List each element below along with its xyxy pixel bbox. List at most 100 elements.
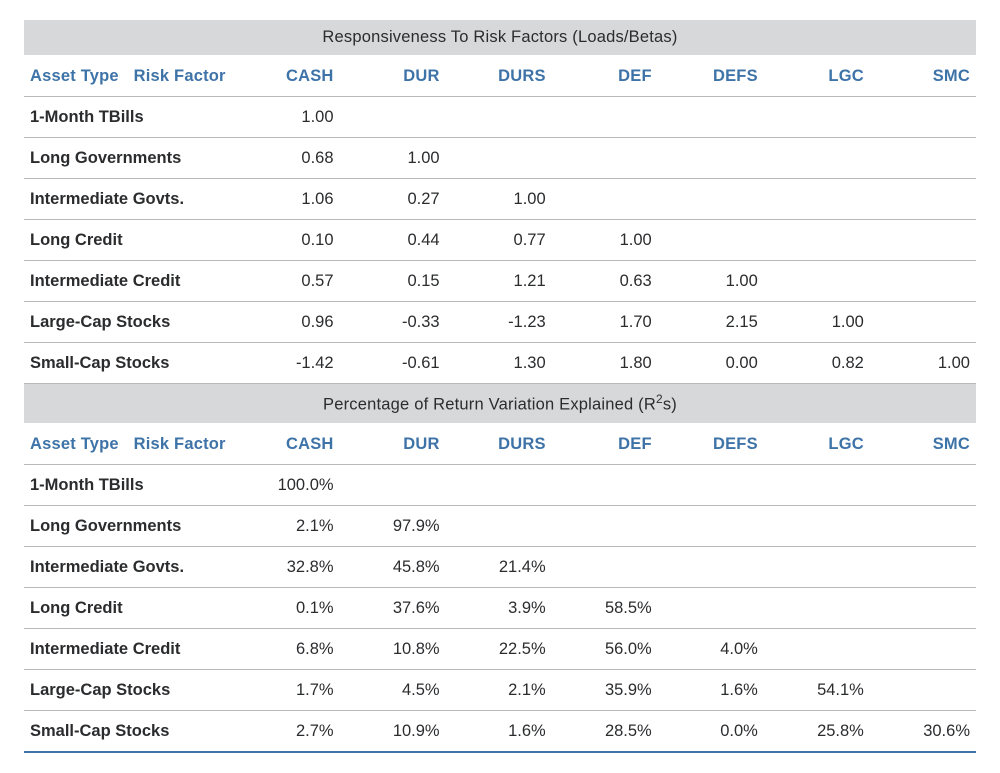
row-label: Intermediate Credit bbox=[24, 628, 233, 669]
cell: 0.15 bbox=[340, 261, 446, 302]
row-label: Intermediate Govts. bbox=[24, 179, 233, 220]
cell bbox=[870, 97, 976, 138]
cell: 4.0% bbox=[658, 628, 764, 669]
cell bbox=[764, 179, 870, 220]
cell bbox=[764, 138, 870, 179]
table-row: Long Credit 0.10 0.44 0.77 1.00 bbox=[24, 220, 976, 261]
asset-type-label: Asset Type bbox=[30, 435, 119, 453]
cell: 25.8% bbox=[764, 710, 870, 752]
cell: 1.06 bbox=[233, 179, 339, 220]
cell: 0.27 bbox=[340, 179, 446, 220]
cell bbox=[446, 464, 552, 505]
cell: -0.33 bbox=[340, 302, 446, 343]
col-asset-type: Asset Type Risk Factor bbox=[24, 55, 233, 97]
table-row: Intermediate Credit 0.57 0.15 1.21 0.63 … bbox=[24, 261, 976, 302]
cell: -0.61 bbox=[340, 343, 446, 384]
col-def: DEF bbox=[552, 423, 658, 465]
section2-title-post: s) bbox=[663, 396, 677, 414]
cell: 1.80 bbox=[552, 343, 658, 384]
row-label: Small-Cap Stocks bbox=[24, 343, 233, 384]
table-row: Intermediate Govts. 1.06 0.27 1.00 bbox=[24, 179, 976, 220]
row-label: Long Governments bbox=[24, 505, 233, 546]
cell bbox=[870, 138, 976, 179]
cell: 35.9% bbox=[552, 669, 658, 710]
cell bbox=[552, 464, 658, 505]
cell: 54.1% bbox=[764, 669, 870, 710]
cell bbox=[658, 220, 764, 261]
table-row: Long Credit 0.1% 37.6% 3.9% 58.5% bbox=[24, 587, 976, 628]
cell: 1.6% bbox=[658, 669, 764, 710]
cell: 32.8% bbox=[233, 546, 339, 587]
cell bbox=[870, 505, 976, 546]
table-row: Large-Cap Stocks 0.96 -0.33 -1.23 1.70 2… bbox=[24, 302, 976, 343]
cell bbox=[764, 505, 870, 546]
cell bbox=[764, 628, 870, 669]
cell: 45.8% bbox=[340, 546, 446, 587]
cell: 6.8% bbox=[233, 628, 339, 669]
cell bbox=[446, 138, 552, 179]
section2-title-pre: Percentage of Return Variation Explained… bbox=[323, 396, 656, 414]
cell: 100.0% bbox=[233, 464, 339, 505]
cell: 30.6% bbox=[870, 710, 976, 752]
row-label: Large-Cap Stocks bbox=[24, 669, 233, 710]
cell bbox=[870, 669, 976, 710]
section2-title-row: Percentage of Return Variation Explained… bbox=[24, 384, 976, 423]
cell: 97.9% bbox=[340, 505, 446, 546]
cell bbox=[552, 505, 658, 546]
cell: 1.00 bbox=[233, 97, 339, 138]
table-row: 1-Month TBills 100.0% bbox=[24, 464, 976, 505]
cell: 1.30 bbox=[446, 343, 552, 384]
cell: 0.96 bbox=[233, 302, 339, 343]
risk-factor-label: Risk Factor bbox=[134, 435, 226, 454]
col-dur: DUR bbox=[340, 423, 446, 465]
table-row: Small-Cap Stocks 2.7% 10.9% 1.6% 28.5% 0… bbox=[24, 710, 976, 752]
cell bbox=[764, 546, 870, 587]
cell: 58.5% bbox=[552, 587, 658, 628]
col-smc: SMC bbox=[870, 423, 976, 465]
cell: 0.57 bbox=[233, 261, 339, 302]
cell: 0.10 bbox=[233, 220, 339, 261]
row-label: 1-Month TBills bbox=[24, 97, 233, 138]
table-row: Large-Cap Stocks 1.7% 4.5% 2.1% 35.9% 1.… bbox=[24, 669, 976, 710]
cell bbox=[658, 138, 764, 179]
section2-title-sup: 2 bbox=[656, 392, 663, 406]
cell: 1.70 bbox=[552, 302, 658, 343]
table-row: Intermediate Govts. 32.8% 45.8% 21.4% bbox=[24, 546, 976, 587]
asset-type-label: Asset Type bbox=[30, 67, 119, 85]
row-label: Large-Cap Stocks bbox=[24, 302, 233, 343]
cell: 0.82 bbox=[764, 343, 870, 384]
cell: 4.5% bbox=[340, 669, 446, 710]
cell: -1.42 bbox=[233, 343, 339, 384]
factor-table: Responsiveness To Risk Factors (Loads/Be… bbox=[24, 20, 976, 753]
col-asset-type: Asset Type Risk Factor bbox=[24, 423, 233, 465]
cell: 0.1% bbox=[233, 587, 339, 628]
cell bbox=[870, 546, 976, 587]
table-row: Small-Cap Stocks -1.42 -0.61 1.30 1.80 0… bbox=[24, 343, 976, 384]
cell: 1.6% bbox=[446, 710, 552, 752]
col-def: DEF bbox=[552, 55, 658, 97]
table-row: Long Governments 2.1% 97.9% bbox=[24, 505, 976, 546]
col-defs: DEFS bbox=[658, 55, 764, 97]
cell: 2.7% bbox=[233, 710, 339, 752]
cell: 21.4% bbox=[446, 546, 552, 587]
row-label: Intermediate Govts. bbox=[24, 546, 233, 587]
cell: 0.63 bbox=[552, 261, 658, 302]
cell bbox=[870, 302, 976, 343]
col-dur: DUR bbox=[340, 55, 446, 97]
cell: 1.00 bbox=[446, 179, 552, 220]
cell bbox=[552, 97, 658, 138]
row-label: 1-Month TBills bbox=[24, 464, 233, 505]
cell: 1.00 bbox=[764, 302, 870, 343]
cell: 3.9% bbox=[446, 587, 552, 628]
table-row: Long Governments 0.68 1.00 bbox=[24, 138, 976, 179]
cell: 10.9% bbox=[340, 710, 446, 752]
cell bbox=[870, 179, 976, 220]
cell bbox=[446, 97, 552, 138]
cell: 1.00 bbox=[870, 343, 976, 384]
cell: 1.00 bbox=[552, 220, 658, 261]
cell: 2.1% bbox=[233, 505, 339, 546]
cell: 2.1% bbox=[446, 669, 552, 710]
cell: 0.77 bbox=[446, 220, 552, 261]
cell bbox=[764, 97, 870, 138]
col-cash: CASH bbox=[233, 55, 339, 97]
